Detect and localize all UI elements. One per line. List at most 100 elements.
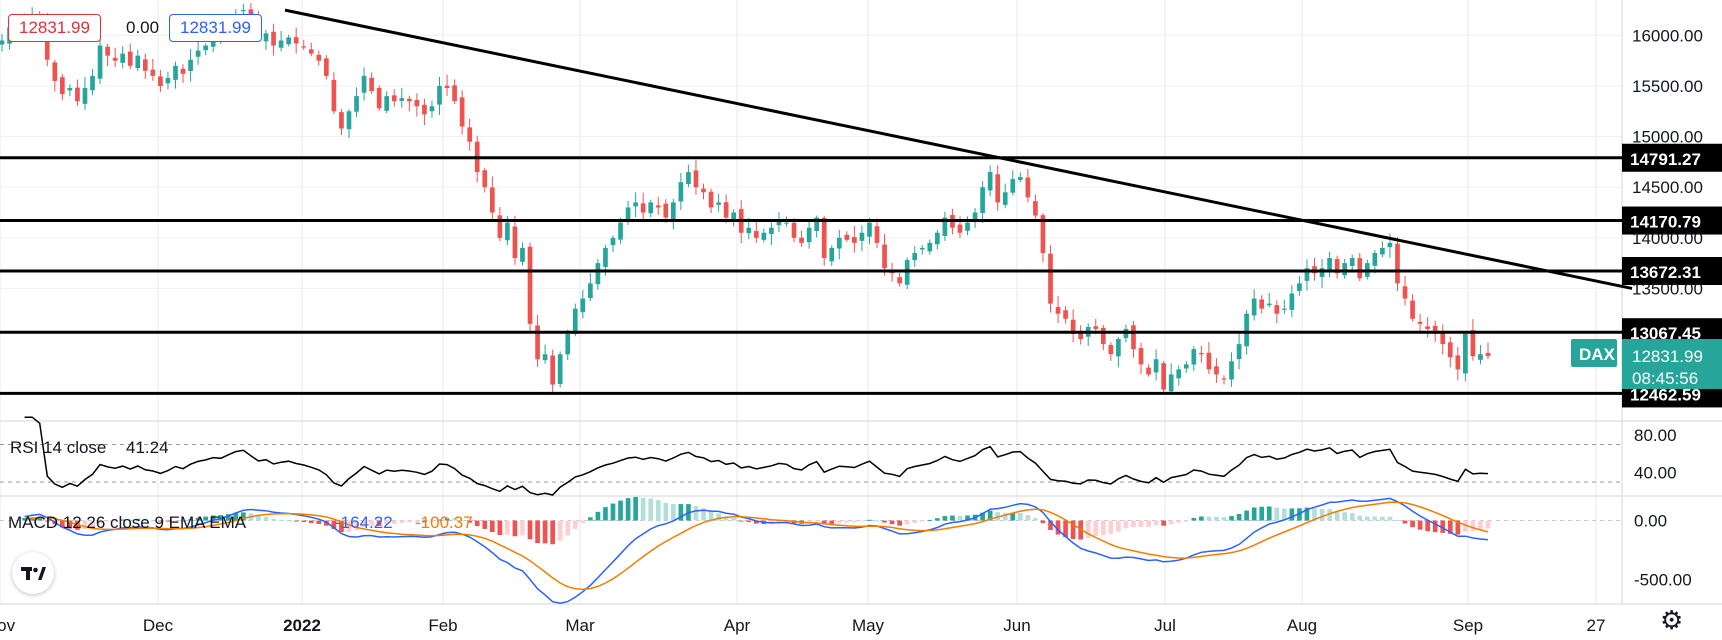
macd-histogram-bar: [595, 511, 601, 521]
candle-body: [1168, 374, 1174, 392]
macd-histogram-bar: [753, 520, 759, 524]
candle-body: [588, 283, 593, 299]
candle-body: [1025, 177, 1031, 198]
macd-histogram-bar: [474, 520, 480, 527]
candle-body: [701, 188, 706, 193]
macd-histogram-bar: [1093, 520, 1099, 537]
macd-histogram-bar: [1274, 507, 1280, 521]
macd-histogram-bar: [1176, 520, 1182, 523]
price-tick: 16000.00: [1632, 26, 1703, 45]
macd-histogram-bar: [195, 517, 201, 521]
macd-histogram-bar: [1146, 520, 1151, 527]
macd-histogram-bar: [821, 520, 827, 524]
time-label: Nov: [0, 616, 16, 635]
candle-body: [1078, 331, 1084, 340]
candle-body: [1010, 179, 1016, 193]
candlestick-series: [0, 3, 1491, 395]
macd-histogram-bar: [1327, 509, 1332, 521]
candle-body: [1191, 349, 1197, 365]
candle-body: [995, 174, 1001, 203]
candle-body: [210, 37, 216, 47]
candle-body: [565, 333, 571, 355]
macd-histogram-bar: [37, 517, 43, 521]
candle-body: [150, 69, 156, 76]
macd-histogram-bar: [610, 503, 616, 521]
macd-histogram-bar: [882, 520, 887, 523]
candle-body: [776, 219, 782, 226]
macd-histogram-bar: [1221, 517, 1227, 521]
candle-body: [180, 68, 186, 74]
candle-body: [165, 77, 171, 84]
rsi-tick: 40.00: [1634, 464, 1677, 483]
macd-histogram-bar: [376, 520, 382, 526]
macd-histogram-bar: [942, 516, 948, 521]
macd-histogram-bar: [572, 520, 578, 529]
tradingview-logo-icon[interactable]: [12, 552, 54, 594]
candle-body: [406, 98, 412, 102]
candle-body: [1478, 354, 1483, 360]
candle-body: [1289, 293, 1295, 310]
macd-histogram-bar: [806, 520, 812, 523]
macd-histogram-bar: [935, 518, 940, 521]
macd-histogram-bar: [1033, 518, 1038, 521]
macd-histogram-bar: [723, 516, 729, 521]
price-badge-red: 12831.99: [8, 14, 101, 42]
macd-histogram-bar: [210, 515, 216, 521]
macd-histogram-bar: [67, 520, 73, 529]
time-label: Feb: [428, 616, 457, 635]
candle-body: [1327, 258, 1332, 272]
price-tick: 14500.00: [1632, 178, 1703, 197]
candle-body: [489, 187, 495, 213]
candle-body: [271, 31, 276, 46]
signal-line: [24, 501, 1489, 591]
price-tick: 13500.00: [1632, 279, 1703, 298]
macd-histogram-bar: [648, 498, 654, 521]
macd-histogram-bar: [90, 520, 95, 528]
macd-histogram-bar: [1131, 520, 1136, 528]
candle-body: [173, 65, 178, 80]
candle-body: [1244, 313, 1249, 347]
macd-histogram-bar: [120, 519, 126, 521]
macd-histogram-bar: [1070, 520, 1076, 540]
candle-body: [1048, 253, 1053, 304]
candle-body: [286, 37, 291, 45]
macd-histogram-bar: [1402, 520, 1408, 524]
candle-body: [693, 170, 699, 188]
macd-histogram-bar: [437, 519, 442, 521]
candle-body: [520, 247, 525, 262]
price-axis[interactable]: 16000.00 15500.00 15000.00 14500.00 14000.00…: [1571, 26, 1722, 390]
candle-body: [505, 222, 510, 241]
candle-body: [437, 86, 442, 105]
candle-body: [1387, 242, 1393, 248]
candle-body: [339, 112, 344, 129]
candle-body: [1395, 243, 1400, 284]
macd-histogram-bar: [874, 520, 880, 522]
macd-histogram-bar: [957, 515, 963, 521]
candle-body: [580, 298, 586, 313]
change-value: 0.00: [126, 18, 160, 37]
candle-body: [829, 247, 835, 262]
candle-body: [1146, 367, 1151, 375]
candle-body: [821, 217, 827, 259]
time-axis[interactable]: Nov Dec 2022 Feb Mar Apr May Jun Jul Aug Sep 27: [0, 616, 1605, 635]
macd-histogram-bar: [618, 500, 623, 521]
candle-body: [278, 40, 284, 48]
candle-body: [791, 222, 797, 238]
macd-histogram-bar: [278, 519, 284, 521]
gear-icon[interactable]: ⚙: [1660, 605, 1684, 635]
macd-histogram-bar: [406, 520, 412, 523]
candle-body: [942, 217, 948, 236]
level-label-box: [1622, 256, 1722, 285]
macd-histogram-bar: [263, 516, 269, 521]
candle-body: [1070, 319, 1076, 334]
trendline[interactable]: [284, 8, 1633, 290]
candle-body: [354, 96, 359, 112]
macd-histogram-bar: [1214, 516, 1219, 521]
signal-value: -100.37: [415, 513, 473, 532]
macd-histogram-bar: [1387, 516, 1393, 521]
candle-body: [1402, 286, 1408, 299]
macd-histogram-bar: [1244, 510, 1249, 521]
symbol-tag-box: [1571, 339, 1617, 368]
macd-histogram-bar: [912, 520, 918, 523]
